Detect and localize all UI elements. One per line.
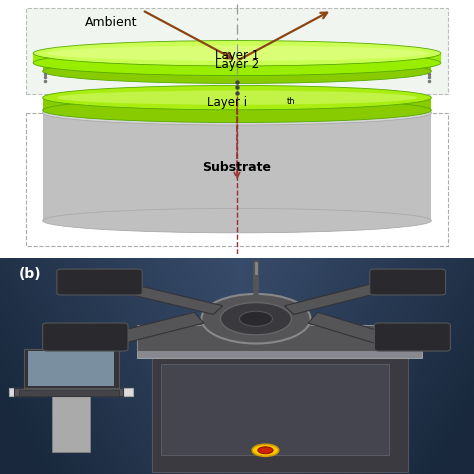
Polygon shape [33,53,441,63]
Polygon shape [43,62,431,71]
Ellipse shape [43,59,431,83]
Polygon shape [308,312,389,345]
FancyBboxPatch shape [137,342,422,357]
Polygon shape [284,284,379,314]
Polygon shape [43,113,431,220]
Circle shape [239,311,273,326]
FancyBboxPatch shape [57,269,142,295]
Text: Ambient: Ambient [85,16,138,29]
FancyBboxPatch shape [52,396,90,452]
Polygon shape [109,312,204,345]
Polygon shape [28,351,114,385]
Ellipse shape [33,41,441,66]
Polygon shape [43,98,431,110]
Circle shape [201,294,310,344]
Ellipse shape [43,50,431,74]
Circle shape [252,444,279,456]
Text: (b): (b) [19,267,42,281]
FancyBboxPatch shape [26,8,448,94]
FancyBboxPatch shape [19,390,118,396]
Circle shape [258,447,273,454]
FancyBboxPatch shape [374,323,450,351]
FancyBboxPatch shape [137,325,412,351]
FancyBboxPatch shape [14,388,123,396]
FancyBboxPatch shape [161,364,389,455]
Ellipse shape [43,85,431,110]
Ellipse shape [43,209,431,233]
Text: Layer 1: Layer 1 [215,49,259,62]
Text: Layer 2: Layer 2 [215,58,259,71]
FancyBboxPatch shape [43,323,128,351]
Ellipse shape [33,50,441,75]
FancyBboxPatch shape [9,388,133,396]
Text: Layer i: Layer i [208,96,247,109]
FancyBboxPatch shape [370,269,446,295]
Text: th: th [287,97,295,106]
Ellipse shape [57,91,417,105]
Circle shape [220,302,292,335]
Text: Substrate: Substrate [202,161,272,174]
Polygon shape [123,284,223,314]
Ellipse shape [47,46,427,61]
FancyBboxPatch shape [152,349,408,472]
Ellipse shape [43,98,431,122]
Ellipse shape [43,100,431,125]
Polygon shape [24,349,119,388]
